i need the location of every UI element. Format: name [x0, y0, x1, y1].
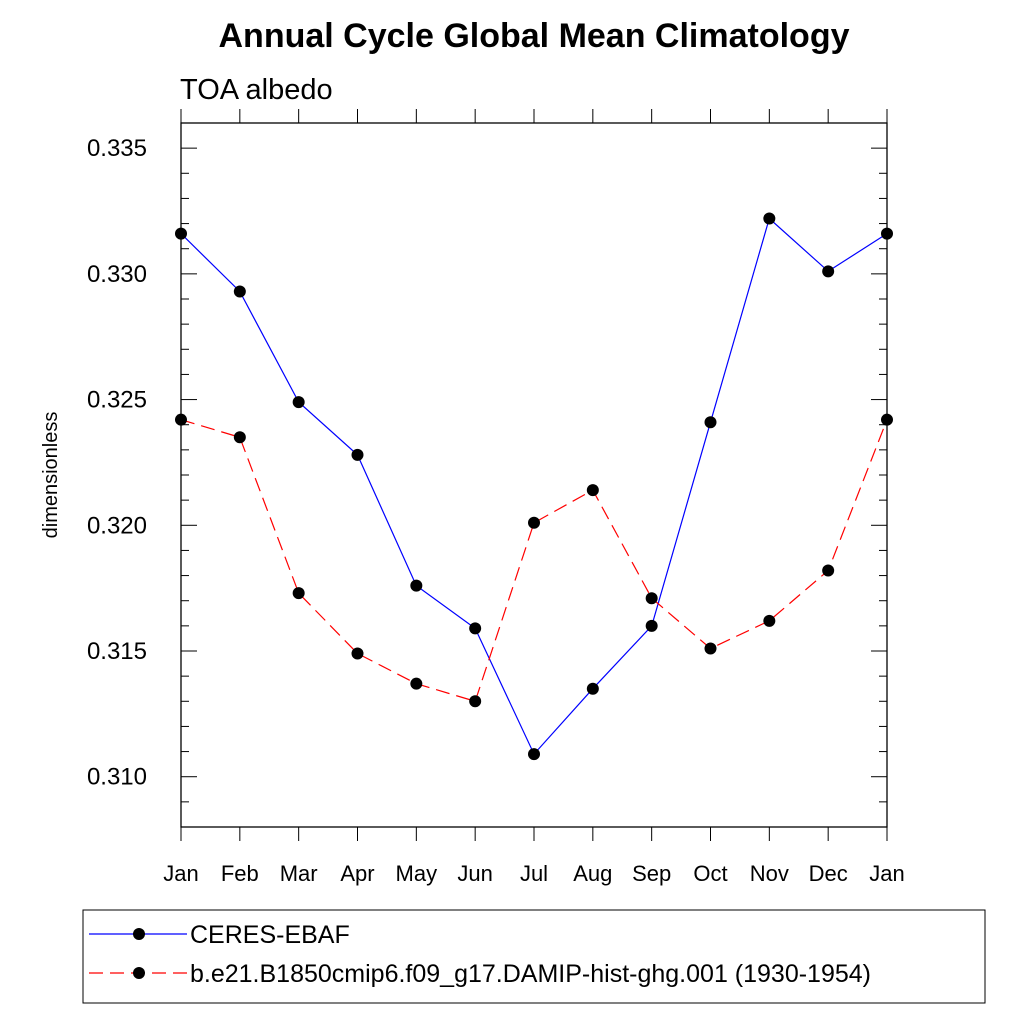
legend-label-1: CERES-EBAF	[190, 921, 350, 949]
series-2-point	[528, 516, 540, 529]
series-2-point	[410, 677, 423, 690]
series-1-point	[822, 265, 835, 278]
series-1-point	[469, 622, 482, 635]
series-1-point	[233, 285, 246, 298]
x-tick-label: Jul	[520, 861, 548, 886]
y-tick-label: 0.315	[87, 638, 147, 665]
series-2-point	[586, 484, 599, 497]
series-2-point	[704, 642, 717, 655]
series-2-point	[822, 564, 835, 577]
series-1-point	[586, 682, 599, 695]
y-tick-label: 0.310	[87, 764, 147, 791]
legend: CERES-EBAF b.e21.B1850cmip6.f09_g17.DAMIP…	[89, 921, 871, 988]
x-tick-label: Oct	[693, 861, 727, 886]
chart-title: Annual Cycle Global Mean Climatology	[219, 17, 850, 55]
x-tick-label: Jan	[869, 861, 904, 886]
series-2-point	[175, 413, 187, 426]
series-1-point	[763, 212, 776, 225]
series-line-2	[180, 419, 888, 703]
x-tick-label: May	[396, 861, 438, 886]
series-2-point	[292, 587, 305, 600]
series-1-point	[645, 619, 658, 632]
series-2-point	[351, 647, 364, 660]
x-tick-label: Dec	[809, 861, 848, 886]
x-tick-label: Mar	[280, 861, 318, 886]
y-axis-label: dimensionless	[40, 412, 62, 539]
series-line-1	[180, 217, 888, 756]
series-1-point	[292, 396, 305, 409]
legend-marker-1	[133, 928, 145, 940]
y-tick-label: 0.330	[87, 261, 147, 288]
series-layer	[175, 212, 893, 761]
series-1-point	[881, 227, 893, 240]
series-1-point	[410, 579, 423, 592]
series-2-point	[645, 592, 658, 605]
y-tick-label: 0.320	[87, 512, 147, 539]
x-tick-label: Feb	[221, 861, 259, 886]
series-1-point	[175, 227, 187, 240]
y-ticks: 0.310 0.315 0.320 0.325 0.330 0.335	[87, 122, 887, 828]
x-tick-label: Apr	[340, 861, 374, 886]
series-2-point	[881, 413, 893, 426]
series-1-point	[528, 748, 540, 761]
legend-marker-2	[133, 967, 145, 979]
x-tick-label: Nov	[750, 861, 789, 886]
legend-label-2: b.e21.B1850cmip6.f09_g17.DAMIP-hist-ghg.…	[190, 960, 871, 988]
y-tick-label: 0.325	[87, 387, 147, 414]
x-tick-label: Jun	[457, 861, 492, 886]
x-ticks: Jan Feb Mar Apr May Jun Jul Aug Sep Oct Nov Dec Jan	[163, 109, 905, 886]
x-tick-label: Aug	[573, 861, 612, 886]
y-tick-label: 0.335	[87, 135, 147, 162]
series-2-point	[763, 614, 776, 627]
series-2-point	[233, 431, 246, 444]
x-tick-label: Jan	[163, 861, 198, 886]
legend-box	[82, 909, 986, 1004]
series-1-point	[704, 416, 717, 429]
series-2-point	[469, 695, 482, 708]
x-tick-label: Sep	[632, 861, 671, 886]
chart-subtitle: TOA albedo	[180, 74, 333, 106]
series-1-point	[351, 448, 364, 461]
